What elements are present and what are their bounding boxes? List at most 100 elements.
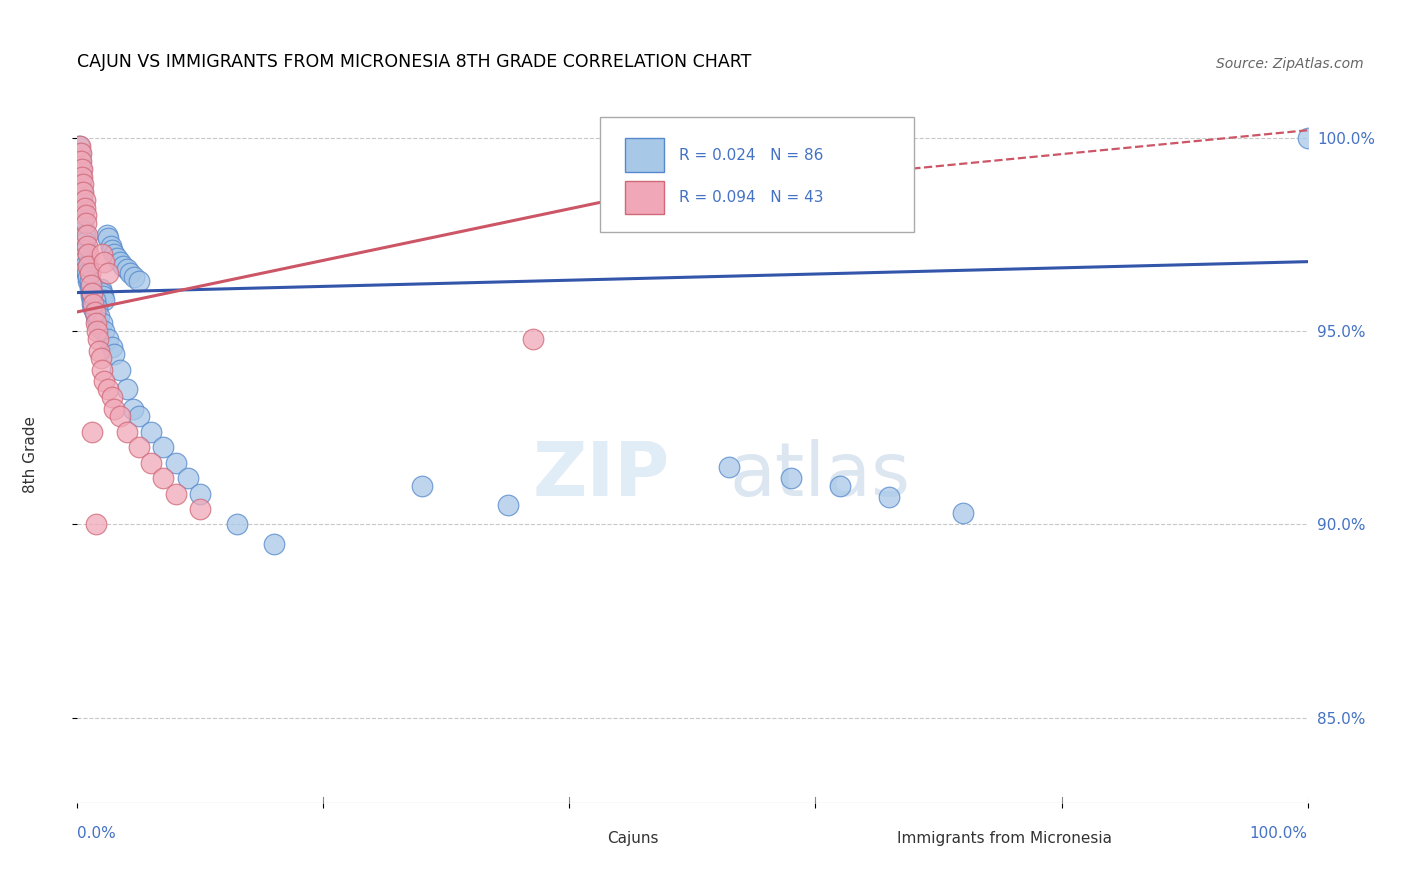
Point bbox=[70, 201, 93, 215]
Point bbox=[152, 471, 174, 485]
Point bbox=[115, 425, 138, 439]
Point bbox=[103, 401, 125, 416]
Point bbox=[69, 146, 91, 161]
Point bbox=[72, 185, 94, 199]
Point bbox=[82, 425, 104, 439]
Point bbox=[70, 154, 93, 169]
Point bbox=[128, 274, 150, 288]
Point bbox=[69, 138, 91, 153]
Point bbox=[89, 343, 111, 358]
Text: 100.0%: 100.0% bbox=[1250, 826, 1308, 841]
Point bbox=[70, 178, 93, 192]
Point bbox=[90, 247, 114, 261]
Point bbox=[263, 537, 285, 551]
Point bbox=[90, 317, 114, 331]
Point bbox=[70, 193, 93, 207]
FancyBboxPatch shape bbox=[551, 823, 598, 853]
Point bbox=[76, 266, 98, 280]
Point bbox=[82, 285, 104, 300]
Point bbox=[97, 231, 120, 245]
Text: ZIP: ZIP bbox=[533, 439, 669, 512]
Point bbox=[72, 178, 94, 192]
Point bbox=[780, 471, 803, 485]
Point bbox=[93, 254, 115, 268]
Point bbox=[87, 332, 110, 346]
Point bbox=[718, 459, 741, 474]
Text: Source: ZipAtlas.com: Source: ZipAtlas.com bbox=[1216, 57, 1364, 71]
Point bbox=[152, 440, 174, 454]
Point bbox=[103, 347, 125, 361]
Point bbox=[75, 216, 97, 230]
Point bbox=[87, 317, 110, 331]
Point bbox=[496, 498, 519, 512]
Point bbox=[82, 285, 104, 300]
Point bbox=[100, 239, 122, 253]
Point bbox=[90, 351, 112, 366]
Point bbox=[70, 169, 93, 184]
Point bbox=[73, 201, 96, 215]
Point bbox=[75, 208, 97, 222]
Point bbox=[165, 456, 187, 470]
Point bbox=[77, 270, 100, 285]
Point bbox=[76, 262, 98, 277]
Point bbox=[73, 227, 96, 242]
Point bbox=[522, 332, 544, 346]
Text: R = 0.094   N = 43: R = 0.094 N = 43 bbox=[679, 190, 824, 205]
Point bbox=[84, 317, 107, 331]
Point bbox=[115, 382, 138, 396]
Text: R = 0.024   N = 86: R = 0.024 N = 86 bbox=[679, 147, 824, 162]
Point bbox=[77, 274, 100, 288]
Point bbox=[86, 324, 108, 338]
FancyBboxPatch shape bbox=[841, 823, 887, 853]
Point bbox=[141, 456, 163, 470]
Point bbox=[82, 301, 104, 315]
Point bbox=[70, 146, 93, 161]
Point bbox=[97, 332, 120, 346]
Text: Cajuns: Cajuns bbox=[607, 830, 659, 846]
Point bbox=[120, 266, 142, 280]
Point bbox=[879, 491, 901, 505]
Point bbox=[103, 247, 125, 261]
Point bbox=[110, 363, 132, 377]
Point bbox=[73, 259, 96, 273]
Point bbox=[80, 285, 103, 300]
Point bbox=[70, 185, 93, 199]
Point bbox=[93, 375, 115, 389]
Point bbox=[115, 262, 138, 277]
Point bbox=[76, 239, 98, 253]
Point bbox=[73, 193, 96, 207]
Point bbox=[73, 243, 96, 257]
Point bbox=[76, 227, 98, 242]
Point bbox=[89, 320, 111, 334]
Point bbox=[79, 277, 101, 292]
Point bbox=[190, 486, 212, 500]
Point bbox=[141, 425, 163, 439]
Point bbox=[90, 363, 114, 377]
Point bbox=[83, 293, 105, 308]
Point bbox=[128, 409, 150, 424]
Point bbox=[1296, 131, 1319, 145]
Point bbox=[72, 216, 94, 230]
Point bbox=[90, 282, 112, 296]
Point bbox=[101, 390, 124, 404]
Point bbox=[122, 270, 145, 285]
FancyBboxPatch shape bbox=[600, 118, 914, 232]
Text: Immigrants from Micronesia: Immigrants from Micronesia bbox=[897, 830, 1112, 846]
Point bbox=[111, 259, 134, 273]
Point bbox=[72, 224, 94, 238]
Point bbox=[79, 274, 101, 288]
Point bbox=[70, 161, 93, 176]
Text: 0.0%: 0.0% bbox=[77, 826, 117, 841]
Point bbox=[77, 259, 100, 273]
Point bbox=[82, 297, 104, 311]
Point bbox=[70, 161, 93, 176]
Point bbox=[90, 285, 114, 300]
Point bbox=[75, 254, 97, 268]
Point bbox=[226, 517, 249, 532]
Point bbox=[83, 305, 105, 319]
Point bbox=[79, 266, 101, 280]
Point bbox=[830, 479, 852, 493]
Point bbox=[76, 266, 98, 280]
FancyBboxPatch shape bbox=[624, 181, 664, 214]
Point bbox=[177, 471, 200, 485]
